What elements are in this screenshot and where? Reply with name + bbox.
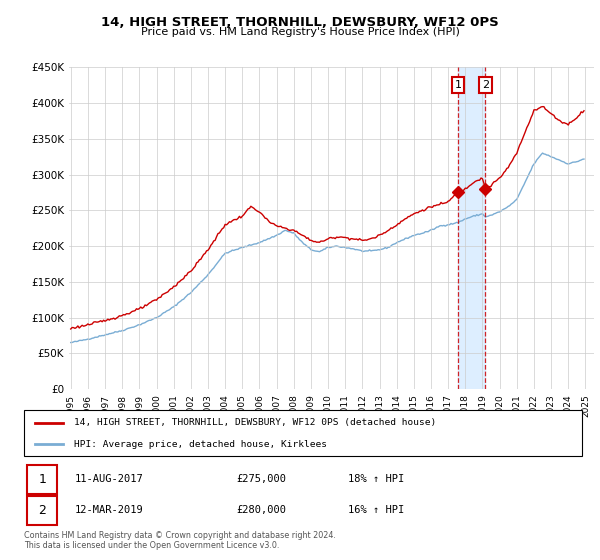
Bar xyxy=(458,67,485,389)
Text: 16% ↑ HPI: 16% ↑ HPI xyxy=(347,505,404,515)
FancyBboxPatch shape xyxy=(27,496,58,525)
Text: £275,000: £275,000 xyxy=(236,474,286,484)
Text: 11-AUG-2017: 11-AUG-2017 xyxy=(74,474,143,484)
Text: 14, HIGH STREET, THORNHILL, DEWSBURY, WF12 0PS (detached house): 14, HIGH STREET, THORNHILL, DEWSBURY, WF… xyxy=(74,418,436,427)
FancyBboxPatch shape xyxy=(24,410,582,456)
Text: 1: 1 xyxy=(38,473,46,486)
Text: 14, HIGH STREET, THORNHILL, DEWSBURY, WF12 0PS: 14, HIGH STREET, THORNHILL, DEWSBURY, WF… xyxy=(101,16,499,29)
Text: 12-MAR-2019: 12-MAR-2019 xyxy=(74,505,143,515)
Text: 18% ↑ HPI: 18% ↑ HPI xyxy=(347,474,404,484)
Text: £280,000: £280,000 xyxy=(236,505,286,515)
Text: 1: 1 xyxy=(455,80,461,90)
FancyBboxPatch shape xyxy=(27,465,58,494)
Text: Contains HM Land Registry data © Crown copyright and database right 2024.
This d: Contains HM Land Registry data © Crown c… xyxy=(24,531,336,550)
Text: Price paid vs. HM Land Registry's House Price Index (HPI): Price paid vs. HM Land Registry's House … xyxy=(140,27,460,37)
Text: 2: 2 xyxy=(38,503,46,517)
Text: HPI: Average price, detached house, Kirklees: HPI: Average price, detached house, Kirk… xyxy=(74,440,327,449)
Text: 2: 2 xyxy=(482,80,489,90)
